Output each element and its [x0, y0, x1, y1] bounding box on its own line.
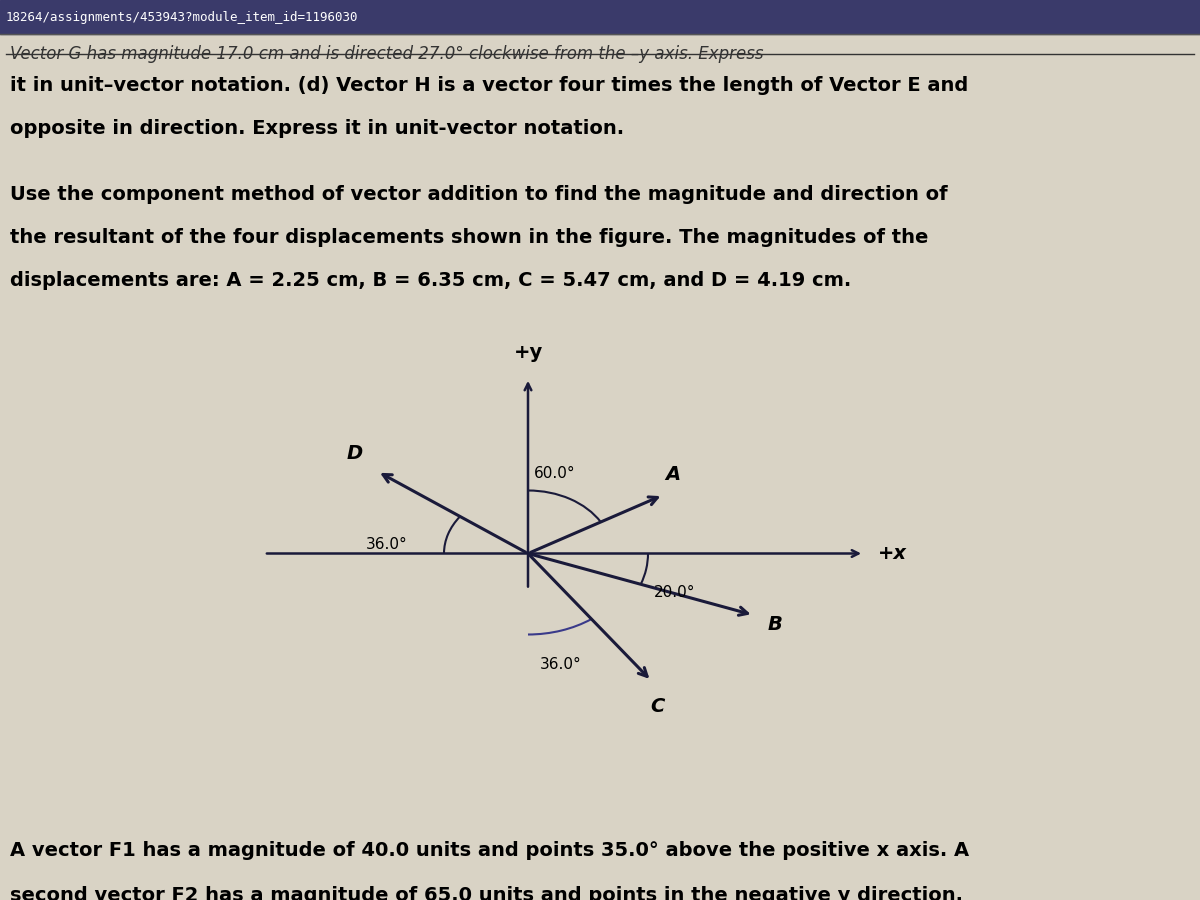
Text: second vector F2 has a magnitude of 65.0 units and points in the negative y dire: second vector F2 has a magnitude of 65.0…: [10, 886, 962, 900]
Text: 20.0°: 20.0°: [654, 585, 696, 600]
Text: displacements are: A = 2.25 cm, B = 6.35 cm, C = 5.47 cm, and D = 4.19 cm.: displacements are: A = 2.25 cm, B = 6.35…: [10, 271, 851, 291]
Text: Use the component method of vector addition to find the magnitude and direction : Use the component method of vector addit…: [10, 184, 947, 204]
Text: 60.0°: 60.0°: [534, 466, 576, 482]
Text: opposite in direction. Express it in unit-vector notation.: opposite in direction. Express it in uni…: [10, 119, 624, 139]
Text: 18264/assignments/453943?module_item_id=1196030: 18264/assignments/453943?module_item_id=…: [6, 11, 359, 23]
Bar: [0, 0, 1200, 34]
Text: 36.0°: 36.0°: [540, 657, 582, 672]
Text: it in unit–vector notation. (d) Vector H is a vector four times the length of Ve: it in unit–vector notation. (d) Vector H…: [10, 76, 968, 95]
Text: +y: +y: [514, 343, 542, 362]
Text: +x: +x: [878, 544, 907, 563]
Text: C: C: [650, 698, 665, 716]
Text: Vector G has magnitude 17.0 cm and is directed 27.0° clockwise from the –y axis.: Vector G has magnitude 17.0 cm and is di…: [10, 45, 763, 63]
Text: A vector F1 has a magnitude of 40.0 units and points 35.0° above the positive x : A vector F1 has a magnitude of 40.0 unit…: [10, 841, 968, 860]
Text: D: D: [347, 444, 364, 463]
Text: 36.0°: 36.0°: [366, 537, 408, 552]
Text: B: B: [768, 615, 782, 634]
Text: the resultant of the four displacements shown in the figure. The magnitudes of t: the resultant of the four displacements …: [10, 228, 928, 248]
Text: A: A: [665, 465, 680, 484]
